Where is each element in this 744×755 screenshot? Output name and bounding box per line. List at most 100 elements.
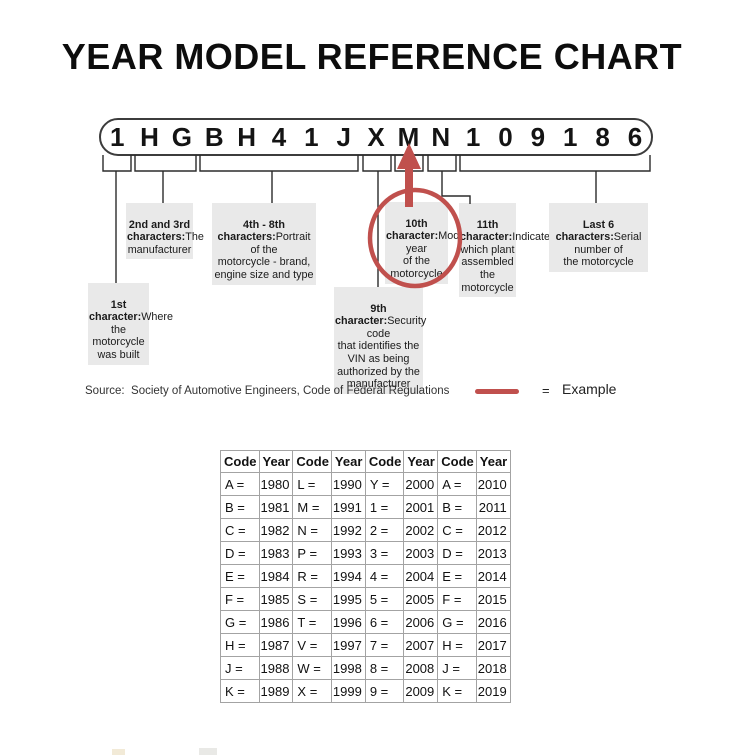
table-row: B = 1981 M = 1991 1 = 2001 B = 2011 bbox=[220, 495, 511, 519]
code-cell: E = bbox=[437, 564, 477, 588]
code-cell: E = bbox=[220, 564, 260, 588]
bracket-4th-8th bbox=[199, 155, 359, 172]
year-cell: 2010 bbox=[475, 472, 511, 496]
label-heading: 9th character: bbox=[335, 302, 388, 328]
code-cell: G = bbox=[220, 610, 260, 634]
year-cell: 1993 bbox=[330, 541, 366, 565]
code-cell: T = bbox=[292, 610, 332, 634]
year-cell: 1990 bbox=[330, 472, 366, 496]
year-code-table: Code Year Code Year Code Year Code Year A = 1980… bbox=[220, 450, 511, 703]
code-cell: 6 = bbox=[364, 610, 405, 634]
table-row: C = 1982 N = 1992 2 = 2002 C = 2012 bbox=[220, 518, 511, 542]
year-cell: 1983 bbox=[258, 541, 294, 565]
example-legend-label: Example bbox=[562, 381, 617, 397]
table-header-cell: Code bbox=[220, 450, 260, 473]
code-cell: L = bbox=[292, 472, 332, 496]
year-cell: 1995 bbox=[330, 587, 366, 611]
year-cell: 2019 bbox=[475, 679, 511, 703]
vin-character: 9 bbox=[530, 122, 546, 152]
code-cell: C = bbox=[220, 518, 260, 542]
cutoff-content-smudge bbox=[199, 748, 217, 755]
label-body: Security code that identifies the VIN as… bbox=[337, 315, 427, 391]
year-cell: 2002 bbox=[403, 518, 439, 542]
code-cell: N = bbox=[292, 518, 332, 542]
connector-11th bbox=[441, 171, 471, 204]
vin-character: X bbox=[367, 122, 385, 152]
code-cell: S = bbox=[292, 587, 332, 611]
year-cell: 2017 bbox=[475, 633, 511, 657]
label-4th-8th-characters: 4th - 8th characters:Portrait of the mot… bbox=[212, 203, 316, 285]
vin-character: 1 bbox=[465, 122, 481, 152]
year-cell: 2001 bbox=[403, 495, 439, 519]
code-cell: C = bbox=[437, 518, 477, 542]
vin-character: 1 bbox=[109, 122, 125, 152]
year-cell: 1999 bbox=[330, 679, 366, 703]
year-cell: 1998 bbox=[330, 656, 366, 680]
code-cell: 5 = bbox=[364, 587, 405, 611]
vin-character: 4 bbox=[271, 122, 287, 152]
code-cell: F = bbox=[437, 587, 477, 611]
example-line-icon bbox=[475, 389, 519, 394]
code-cell: B = bbox=[220, 495, 260, 519]
code-cell: 4 = bbox=[364, 564, 405, 588]
year-cell: 1989 bbox=[258, 679, 294, 703]
year-cell: 2013 bbox=[475, 541, 511, 565]
year-cell: 1997 bbox=[330, 633, 366, 657]
code-cell: H = bbox=[220, 633, 260, 657]
vin-character: 0 bbox=[498, 122, 513, 152]
code-cell: 2 = bbox=[364, 518, 405, 542]
bracket-11th bbox=[427, 155, 457, 172]
vin-character: J bbox=[336, 122, 351, 152]
code-cell: F = bbox=[220, 587, 260, 611]
table-row: H = 1987 V = 1997 7 = 2007 H = 2017 bbox=[220, 633, 511, 657]
vin-character: B bbox=[204, 122, 224, 152]
table-header-cell: Year bbox=[258, 450, 294, 473]
vin-character: G bbox=[171, 122, 193, 152]
code-cell: D = bbox=[437, 541, 477, 565]
bracket-last-6 bbox=[459, 155, 651, 172]
table-header-cell: Year bbox=[330, 450, 366, 473]
bracket-1st bbox=[102, 155, 132, 172]
code-cell: A = bbox=[220, 472, 260, 496]
label-1st-character: 1st character:Where the motorcycle was b… bbox=[88, 283, 173, 365]
code-cell: 9 = bbox=[364, 679, 405, 703]
code-cell: Y = bbox=[364, 472, 405, 496]
label-body: Indicates which plant assembled the moto… bbox=[460, 231, 556, 294]
vin-character: 6 bbox=[627, 122, 643, 152]
code-cell: D = bbox=[220, 541, 260, 565]
label-body: Where the motorcycle was built bbox=[92, 311, 174, 361]
table-row: G = 1986 T = 1996 6 = 2006 G = 2016 bbox=[220, 610, 511, 634]
table-header-cell: Year bbox=[475, 450, 511, 473]
label-heading: 10th character: bbox=[386, 217, 439, 243]
code-cell: 8 = bbox=[364, 656, 405, 680]
label-body: Portrait of the motorcycle - brand, engi… bbox=[214, 231, 314, 281]
year-cell: 2004 bbox=[403, 564, 439, 588]
vin-character: M bbox=[397, 122, 420, 152]
bracket-10th bbox=[394, 155, 424, 172]
cutoff-content-smudge bbox=[112, 749, 125, 755]
vin-character: 1 bbox=[562, 122, 578, 152]
label-9th-character: 9th character:Security code that identif… bbox=[334, 287, 427, 394]
table-row: D = 1983 P = 1993 3 = 2003 D = 2013 bbox=[220, 541, 511, 565]
label-heading: 2nd and 3rd characters: bbox=[127, 218, 191, 244]
source-text: Source: Society of Automotive Engineers,… bbox=[85, 385, 450, 397]
table-row: J = 1988 W = 1998 8 = 2008 J = 2018 bbox=[220, 656, 511, 680]
year-cell: 2016 bbox=[475, 610, 511, 634]
table-row: K = 1989 X = 1999 9 = 2009 K = 2019 bbox=[220, 679, 511, 703]
label-heading: Last 6 characters: bbox=[555, 218, 615, 244]
table-row: A = 1980 L = 1990 Y = 2000 A = 2010 bbox=[220, 472, 511, 496]
table-row: F = 1985 S = 1995 5 = 2005 F = 2015 bbox=[220, 587, 511, 611]
code-cell: X = bbox=[292, 679, 332, 703]
code-cell: H = bbox=[437, 633, 477, 657]
vin-character: 8 bbox=[595, 122, 610, 152]
table-header-row: Code Year Code Year Code Year Code Year bbox=[220, 450, 511, 473]
code-cell: G = bbox=[437, 610, 477, 634]
label-2nd-3rd-characters: 2nd and 3rd characters:The manufacturer bbox=[126, 203, 204, 260]
year-cell: 2012 bbox=[475, 518, 511, 542]
bracket-9th bbox=[362, 155, 392, 172]
year-cell: 1987 bbox=[258, 633, 294, 657]
code-cell: R = bbox=[292, 564, 332, 588]
label-last-6-characters: Last 6 characters:Serial number of the m… bbox=[549, 203, 648, 272]
